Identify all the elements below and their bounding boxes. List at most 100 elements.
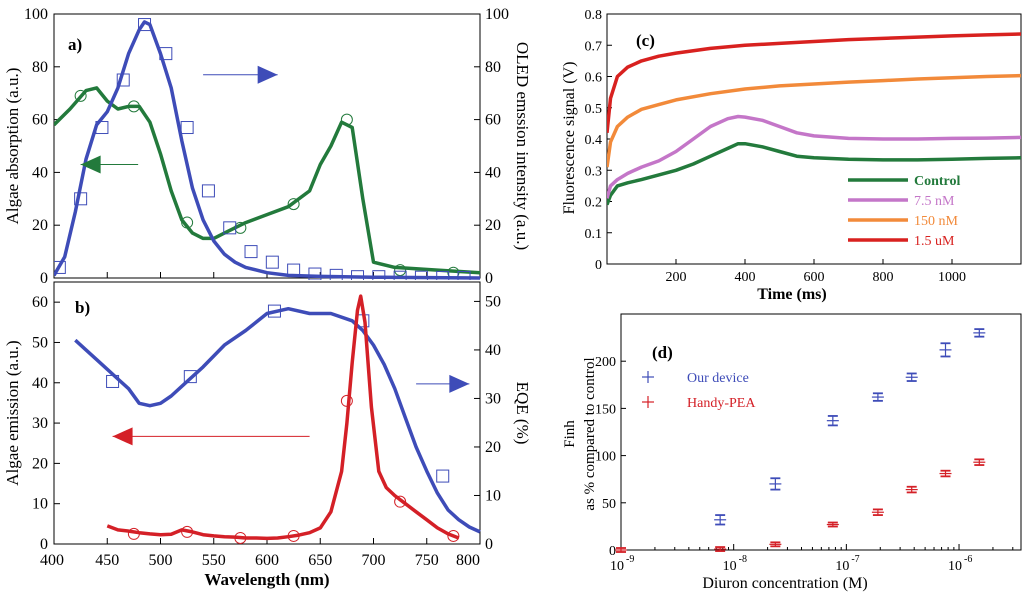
panel-d-xlabel: Diuron concentration (M) <box>702 575 867 592</box>
panel-a-y2label: OLED emssion intensity (a.u.) <box>513 42 532 250</box>
d-point-handy-pea <box>714 546 727 552</box>
d-point-our-device <box>905 372 918 382</box>
b-eqe-marker <box>183 370 197 384</box>
d-legend-label: Our device <box>687 371 749 386</box>
d-point-our-device <box>871 392 884 402</box>
a-absorption-marker <box>181 216 194 229</box>
c-ytick-label: 0.1 <box>585 227 603 242</box>
a-series-oled-line <box>54 20 481 280</box>
a-series-absorption-line <box>54 86 481 275</box>
a-absorption-marker <box>74 89 87 102</box>
a-y2tick-label: 60 <box>485 112 501 129</box>
b-xtick-label: 450 <box>95 552 119 569</box>
b-xtick-label: 700 <box>362 552 386 569</box>
a-absorption-marker <box>234 221 247 234</box>
a-oled-marker <box>351 270 365 280</box>
c-series-line <box>607 141 1022 206</box>
b-emission-marker <box>127 527 140 540</box>
a-y2tick-label: 40 <box>485 164 501 181</box>
a-oled-marker <box>201 184 215 198</box>
panel-b-annotations <box>112 374 470 446</box>
b-y2tick-label: 50 <box>485 293 501 310</box>
b-y2tick-label: 20 <box>485 439 501 456</box>
a-y2tick-label: 0 <box>485 270 493 287</box>
b-emission-marker <box>181 525 194 538</box>
d-ytick-label: 50 <box>602 497 616 512</box>
a-absorption-marker <box>287 198 300 211</box>
d-xtick-exponent: -8 <box>739 554 747 565</box>
c-xtick-label: 1000 <box>938 270 966 285</box>
b-y2tick-label: 30 <box>485 390 501 407</box>
c-xtick-label: 200 <box>666 270 687 285</box>
a-oled-marker <box>74 192 88 206</box>
d-xtick-label: 10 <box>610 559 624 574</box>
b-series-emission-line <box>106 294 460 541</box>
d-ytick-label: 150 <box>595 402 616 417</box>
panel-c-legend: Control 7.5 nM 150 nM 1.5 uM <box>848 174 961 249</box>
a-oled-marker <box>287 263 301 277</box>
d-point-our-device <box>826 415 839 427</box>
a-y2tick-label: 20 <box>485 217 501 234</box>
c-legend-label: 1.5 uM <box>914 234 955 249</box>
d-xtick-exponent: -9 <box>626 554 634 565</box>
panel-a: 0 20 40 60 80 100 0 20 40 60 80 100 a) Algae absorp… <box>3 6 532 287</box>
b-emission-marker <box>287 529 300 542</box>
d-ytick-label: 100 <box>595 450 616 465</box>
a-absorption-marker <box>340 113 353 126</box>
panel-a-ticks: 0 20 40 60 80 100 0 20 40 60 80 100 <box>24 6 509 287</box>
c-xtick-label: 400 <box>735 270 756 285</box>
a-oled-marker <box>138 18 152 32</box>
a-oled-marker <box>436 270 450 280</box>
c-xtick-label: 800 <box>873 270 894 285</box>
panel-a-frame <box>53 13 481 279</box>
a-oled-marker <box>116 73 130 87</box>
b-xtick-label: 550 <box>202 552 226 569</box>
panel-b-ylabel: Algae emission (a.u.) <box>3 340 22 485</box>
b-emission-marker <box>340 394 353 407</box>
a-ytick-label: 60 <box>32 112 48 129</box>
c-ytick-label: 0.3 <box>585 164 603 179</box>
b-eqe-marker <box>436 469 450 483</box>
b-series-eqe-line <box>74 306 481 534</box>
b-emission-marker <box>447 529 460 542</box>
c-ytick-label: 0.8 <box>585 8 603 23</box>
d-xtick-label: 10 <box>948 559 962 574</box>
panel-c: 0 0.1 0.2 0.3 0.4 0.5 0.6 0.7 0.8 200 400 600 800 100… <box>561 8 1022 303</box>
panel-c-ticks: 0 0.1 0.2 0.3 0.4 0.5 0.6 0.7 0.8 200 400 600 800 100… <box>585 8 967 285</box>
d-ytick-label: 0 <box>609 544 616 559</box>
panel-c-label: (c) <box>636 31 655 50</box>
c-legend-label: Control <box>914 174 961 189</box>
c-ytick-label: 0.7 <box>585 39 603 54</box>
d-ytick-label: 200 <box>595 355 616 370</box>
c-legend-label: 7.5 nM <box>914 194 955 209</box>
panel-d-label: (d) <box>652 343 673 362</box>
d-point-handy-pea <box>973 458 986 466</box>
b-ytick-label: 50 <box>32 334 48 351</box>
a-oled-marker <box>414 270 428 280</box>
d-point-our-device <box>769 477 782 491</box>
panel-c-xlabel: Time (ms) <box>757 286 826 303</box>
panel-b-plot-area <box>74 294 481 544</box>
b-xtick-label: 400 <box>40 552 64 569</box>
a-oled-marker <box>372 270 386 280</box>
panel-d-ylabel: Finh <box>562 420 578 448</box>
d-xtick-label: 10 <box>723 559 737 574</box>
c-series-line <box>607 114 1022 199</box>
d-point-handy-pea <box>826 521 839 528</box>
a-absorption-marker <box>127 100 140 113</box>
d-xtick-exponent: -6 <box>964 554 972 565</box>
d-point-our-device <box>939 342 952 358</box>
panel-a-plot-area <box>54 18 481 280</box>
a-ytick-label: 100 <box>24 6 48 23</box>
b-ytick-label: 60 <box>32 294 48 311</box>
b-xtick-label: 750 <box>415 552 439 569</box>
d-point-handy-pea <box>905 485 918 494</box>
c-ytick-label: 0.5 <box>585 102 603 117</box>
a-oled-marker <box>393 270 407 280</box>
a-ytick-label: 0 <box>40 270 48 287</box>
b-y2tick-label: 40 <box>485 342 501 359</box>
b-emission-marker <box>234 531 247 544</box>
